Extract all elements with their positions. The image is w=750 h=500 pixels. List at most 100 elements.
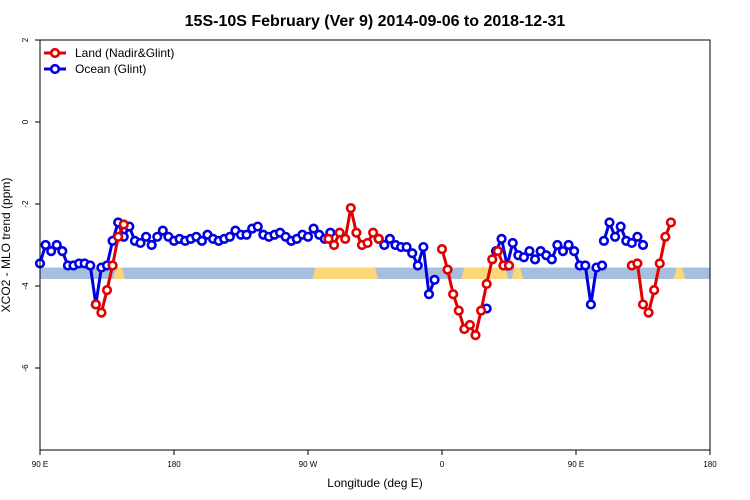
ocean-point bbox=[604, 217, 615, 228]
ocean-point bbox=[557, 246, 569, 257]
land-point bbox=[632, 258, 643, 269]
ocean-point bbox=[632, 231, 643, 242]
x-axis-title: Longitude (deg E) bbox=[327, 476, 422, 490]
land-point bbox=[436, 244, 448, 255]
ocean-point bbox=[429, 274, 440, 285]
ocean-point bbox=[585, 299, 596, 310]
land-point bbox=[637, 299, 649, 310]
series-ocean bbox=[34, 217, 649, 314]
land-point bbox=[323, 233, 334, 244]
y-axis: 2 0 -2 -4 -6 bbox=[21, 37, 40, 372]
land-band bbox=[673, 267, 686, 280]
x-axis: 90 E 180 90 W 0 90 E 180 bbox=[32, 450, 717, 469]
legend-marker bbox=[49, 63, 61, 75]
ocean-point bbox=[529, 254, 541, 265]
ocean-point bbox=[418, 241, 429, 253]
ocean-point bbox=[379, 239, 390, 251]
x-tick-label: 180 bbox=[703, 460, 717, 469]
land-point bbox=[345, 203, 356, 214]
land-point bbox=[649, 285, 660, 296]
ocean-point bbox=[401, 241, 412, 253]
land-point bbox=[660, 231, 671, 242]
ocean-point bbox=[135, 237, 146, 249]
x-tick-label: 0 bbox=[440, 460, 445, 469]
ocean-point bbox=[152, 231, 163, 242]
ocean-point bbox=[146, 239, 157, 251]
land-point bbox=[464, 319, 476, 331]
y-tick-label: -6 bbox=[21, 364, 30, 372]
ocean-point bbox=[302, 231, 314, 242]
x-tick-label: 90 E bbox=[568, 460, 584, 469]
y-tick-label: -2 bbox=[21, 200, 30, 208]
y-tick-label: 2 bbox=[21, 37, 30, 42]
land-point bbox=[118, 219, 129, 230]
ocean-point bbox=[569, 246, 580, 257]
x-tick-label: 180 bbox=[167, 460, 181, 469]
legend-marker bbox=[49, 47, 61, 59]
ocean-point bbox=[524, 246, 535, 257]
surface-band bbox=[40, 267, 710, 280]
land-point bbox=[334, 227, 345, 238]
ocean-point bbox=[252, 221, 263, 232]
ocean-point bbox=[308, 223, 319, 234]
ocean-point bbox=[580, 260, 591, 271]
legend-label: Ocean (Glint) bbox=[75, 62, 146, 76]
ocean-point bbox=[384, 233, 395, 244]
ocean-point bbox=[637, 239, 649, 251]
ocean-point bbox=[140, 231, 152, 242]
ocean-point bbox=[552, 239, 563, 251]
ocean-point bbox=[412, 260, 423, 271]
ocean-point bbox=[241, 229, 252, 240]
land-point bbox=[101, 285, 113, 296]
land-point bbox=[362, 237, 373, 249]
ocean-point bbox=[507, 237, 518, 249]
land-point bbox=[96, 307, 107, 318]
land-point bbox=[665, 217, 677, 228]
ocean-point bbox=[423, 289, 435, 300]
land-point bbox=[503, 260, 515, 271]
land-point bbox=[107, 260, 118, 271]
ocean-point bbox=[598, 235, 610, 246]
legend: Land (Nadir&Glint) Ocean (Glint) bbox=[44, 46, 174, 76]
ocean-point bbox=[57, 246, 68, 257]
legend-label: Land (Nadir&Glint) bbox=[75, 46, 174, 60]
land-band bbox=[113, 267, 125, 280]
ocean-point bbox=[546, 254, 557, 265]
series-layer bbox=[34, 203, 677, 341]
ocean-point bbox=[609, 231, 621, 242]
ocean-point bbox=[596, 260, 608, 271]
land-point bbox=[340, 233, 351, 244]
y-tick-label: -4 bbox=[21, 282, 30, 290]
ocean-point bbox=[46, 246, 57, 257]
land-point bbox=[90, 299, 101, 310]
land-point bbox=[654, 258, 665, 269]
land-point bbox=[368, 227, 379, 238]
chart-title: 15S-10S February (Ver 9) 2014-09-06 to 2… bbox=[185, 13, 566, 30]
land-point bbox=[328, 239, 340, 251]
land-point bbox=[475, 305, 487, 316]
land-point bbox=[373, 233, 384, 244]
series-land bbox=[90, 203, 677, 341]
ocean-point bbox=[407, 248, 418, 259]
ocean-point bbox=[40, 239, 51, 251]
x-tick-label: 90 W bbox=[299, 460, 318, 469]
land-band bbox=[312, 267, 378, 280]
land-point bbox=[492, 246, 503, 257]
x-tick-label: 90 E bbox=[32, 460, 48, 469]
land-point bbox=[643, 307, 654, 318]
land-point bbox=[481, 278, 492, 290]
land-point bbox=[470, 330, 481, 341]
y-axis-title: XCO2 - MLO trend (ppm) bbox=[0, 178, 13, 313]
legend-item-ocean: Ocean (Glint) bbox=[44, 62, 146, 76]
plot-frame bbox=[39, 39, 711, 451]
ocean-point bbox=[51, 239, 62, 251]
land-point bbox=[453, 305, 464, 316]
land-band bbox=[461, 267, 509, 280]
ocean-point bbox=[196, 235, 208, 246]
land-point bbox=[113, 231, 124, 242]
land-point bbox=[448, 289, 459, 300]
land-line bbox=[326, 206, 381, 247]
y-tick-label: 0 bbox=[21, 119, 30, 124]
ocean-point bbox=[85, 260, 96, 271]
